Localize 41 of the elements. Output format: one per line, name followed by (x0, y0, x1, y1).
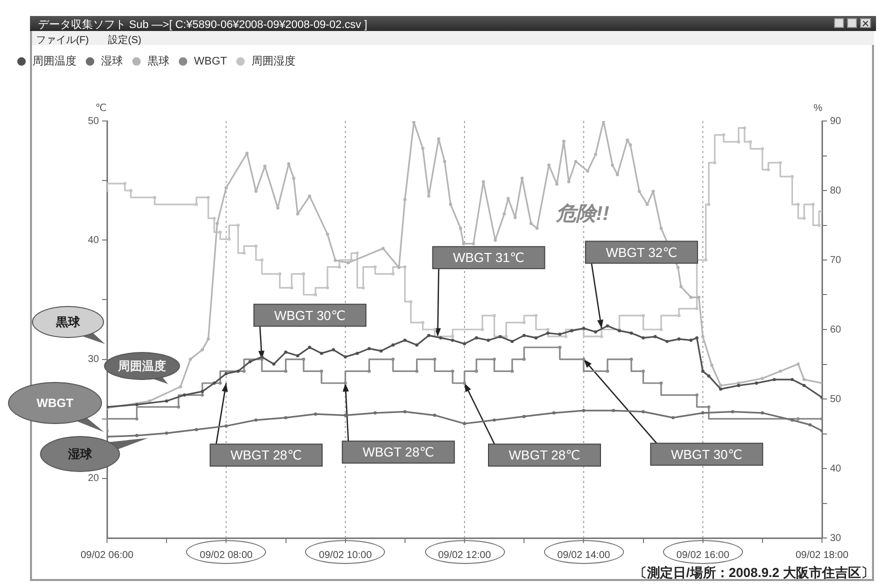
y2-tick-label: 90 (830, 116, 842, 127)
y2-axis-title: % (814, 102, 823, 114)
legend-label: WBGT (194, 56, 228, 68)
text: 〔測定日/場所：2008.9.2 大阪市住吉区〕 (634, 564, 874, 582)
annotation: WBGT 30℃ (670, 446, 742, 462)
y2-tick-label: 30 (830, 532, 842, 544)
y-axis-title: ℃ (95, 102, 107, 114)
y-tick-label: 30 (88, 354, 100, 366)
y2-tick-label: 70 (830, 254, 842, 266)
annotation: WBGT 28℃ (362, 444, 434, 460)
speech-bubble: 湿球 (40, 436, 148, 472)
x-tick-label: 09/02 08:00 (200, 550, 254, 561)
speech-bubble: WBGT (8, 382, 104, 432)
y-tick-label: 40 (88, 234, 100, 246)
text: ファイル(F) (36, 34, 89, 47)
y-tick-label: 50 (88, 116, 100, 127)
annotation: WBGT 30℃ (274, 308, 346, 323)
legend-label: 周囲温度 (32, 54, 76, 68)
legend-label: 黒球 (148, 54, 170, 68)
annotation: WBGT 28℃ (508, 448, 580, 463)
annotation: WBGT 32℃ (606, 244, 678, 260)
y2-tick-label: 80 (830, 185, 842, 196)
chart-title: データ収集ソフト Sub —>[ C:¥5890-06¥2008-09¥2008-09-02.csv ] (38, 18, 368, 32)
y2-tick-label: 40 (830, 463, 842, 474)
annotation: WBGT 28℃ (230, 448, 302, 463)
speech-bubble: 黒球 (32, 306, 105, 344)
annotation: WBGT 31℃ (452, 250, 524, 266)
x-tick-label: 09/02 06:00 (80, 550, 134, 561)
x-tick-label: 09/02 14:00 (557, 550, 611, 561)
y2-tick-label: 60 (830, 324, 842, 336)
legend-label: 湿球 (101, 54, 123, 68)
text: 設定(S) (108, 34, 142, 47)
y-tick-label: 20 (88, 473, 100, 484)
x-tick-label: 09/02 16:00 (676, 550, 730, 561)
annotation: 危険!! (556, 202, 610, 227)
x-tick-label: 09/02 12:00 (438, 550, 492, 561)
x-tick-label: 09/02 18:00 (796, 550, 849, 561)
legend-label: 周囲湿度 (251, 54, 296, 68)
speech-bubble: 周囲温度 (104, 352, 180, 384)
x-tick-label: 09/02 10:00 (318, 550, 372, 561)
y2-tick-label: 50 (830, 394, 842, 405)
